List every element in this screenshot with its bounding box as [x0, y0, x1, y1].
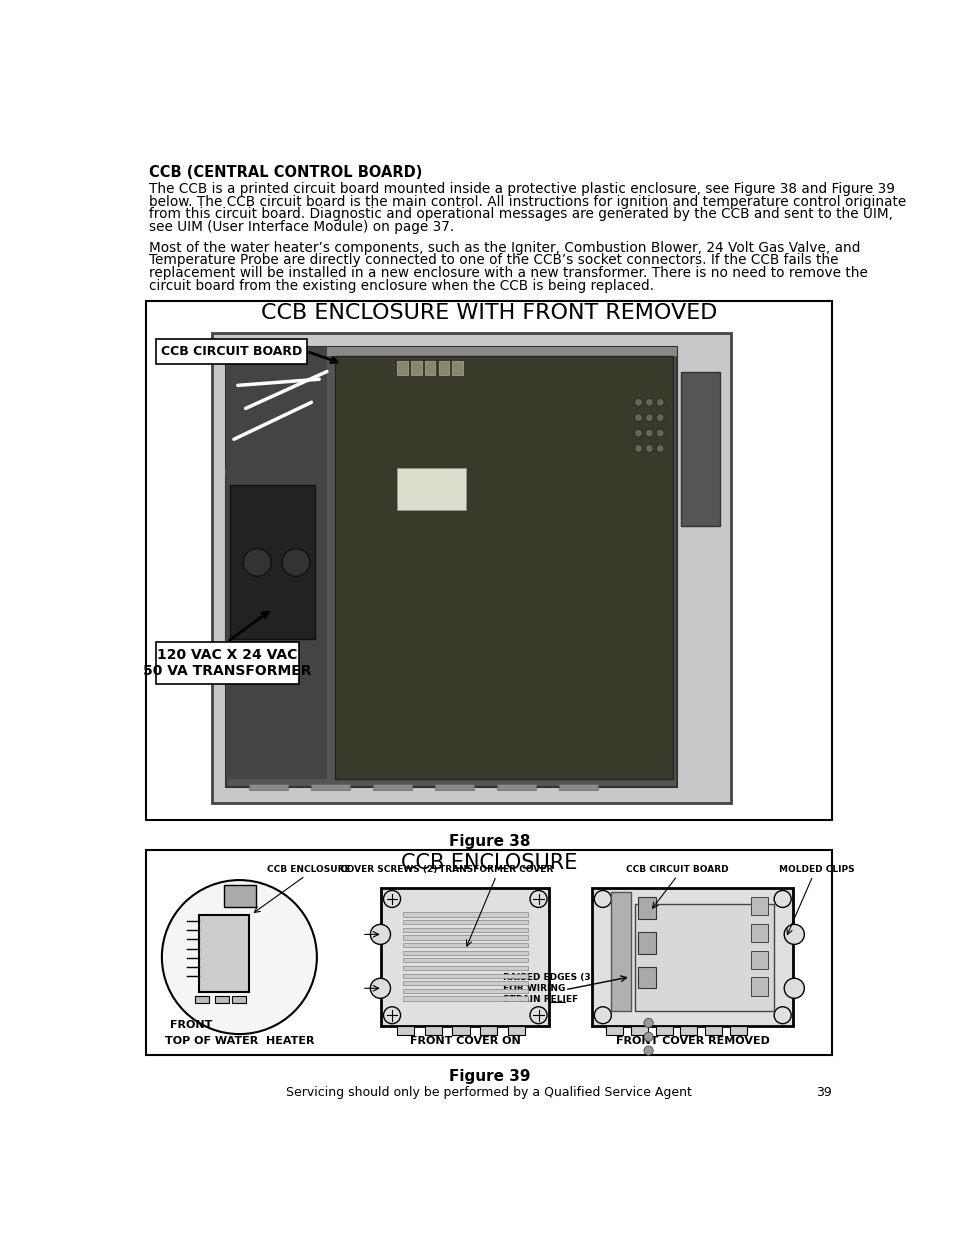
Bar: [638, 898, 655, 919]
Circle shape: [226, 656, 245, 674]
Circle shape: [773, 1007, 790, 1024]
Text: CCB (CENTRAL CONTROL BOARD): CCB (CENTRAL CONTROL BOARD): [149, 165, 421, 180]
Bar: [402, 927, 527, 932]
Text: Figure 39: Figure 39: [448, 1070, 530, 1084]
Text: Most of the water heater’s components, such as the Igniter, Combustion Blower, 2: Most of the water heater’s components, s…: [149, 241, 860, 254]
Bar: [638, 932, 655, 953]
Bar: [592, 888, 793, 1026]
Circle shape: [594, 1007, 611, 1024]
Circle shape: [383, 1007, 400, 1024]
Bar: [224, 885, 256, 906]
Bar: [410, 362, 421, 375]
Bar: [402, 973, 527, 978]
Bar: [679, 1026, 697, 1035]
Bar: [480, 1026, 497, 1035]
Bar: [402, 920, 527, 924]
Bar: [402, 989, 527, 993]
Circle shape: [370, 924, 390, 945]
Text: CCB ENCLOSURE WITH FRONT REMOVED: CCB ENCLOSURE WITH FRONT REMOVED: [261, 303, 717, 324]
Bar: [611, 892, 630, 1010]
Bar: [226, 347, 327, 779]
Bar: [212, 333, 731, 804]
Bar: [729, 1026, 746, 1035]
Bar: [630, 1026, 647, 1035]
Circle shape: [282, 548, 310, 577]
Text: FRONT COVER ON: FRONT COVER ON: [410, 1036, 520, 1046]
Text: RAISED EDGES (3)
FOR WIRING
STRAIN RELIEF: RAISED EDGES (3) FOR WIRING STRAIN RELIE…: [502, 973, 594, 1004]
Bar: [199, 915, 249, 992]
Bar: [396, 1026, 414, 1035]
Bar: [402, 997, 527, 1000]
Bar: [497, 784, 536, 790]
Circle shape: [645, 399, 653, 406]
Bar: [424, 1026, 441, 1035]
Text: CCB ENCLOSURE: CCB ENCLOSURE: [400, 852, 577, 873]
Circle shape: [656, 399, 663, 406]
Bar: [452, 362, 463, 375]
Text: CCB CIRCUIT BOARD: CCB CIRCUIT BOARD: [625, 866, 728, 874]
Text: The CCB is a printed circuit board mounted inside a protective plastic enclosure: The CCB is a printed circuit board mount…: [149, 182, 894, 196]
Bar: [226, 347, 677, 356]
Circle shape: [648, 656, 666, 674]
Bar: [508, 1026, 525, 1035]
Bar: [424, 362, 435, 375]
Bar: [402, 958, 527, 962]
Circle shape: [530, 1007, 546, 1024]
Text: below. The CCB circuit board is the main control. All instructions for ignition : below. The CCB circuit board is the main…: [149, 195, 905, 209]
Bar: [381, 888, 549, 1026]
Bar: [146, 850, 831, 1055]
Bar: [146, 300, 831, 820]
Circle shape: [370, 978, 390, 998]
Bar: [750, 977, 767, 995]
Circle shape: [530, 890, 546, 908]
Bar: [435, 784, 474, 790]
Text: replacement will be installed in a new enclosure with a new transformer. There i: replacement will be installed in a new e…: [149, 266, 866, 280]
Bar: [230, 485, 315, 640]
Bar: [335, 356, 673, 779]
Bar: [402, 935, 527, 940]
Bar: [155, 340, 307, 364]
Bar: [402, 981, 527, 986]
Bar: [311, 784, 350, 790]
Circle shape: [645, 430, 653, 437]
Bar: [558, 784, 598, 790]
Bar: [750, 924, 767, 942]
Circle shape: [383, 890, 400, 908]
Text: from this circuit board. Diagnostic and operational messages are generated by th: from this circuit board. Diagnostic and …: [149, 207, 892, 221]
Text: Servicing should only be performed by a Qualified Service Agent: Servicing should only be performed by a …: [286, 1086, 691, 1099]
Text: MOLDED CLIPS: MOLDED CLIPS: [778, 866, 854, 874]
Text: TOP OF WATER  HEATER: TOP OF WATER HEATER: [165, 1036, 314, 1046]
Circle shape: [773, 890, 790, 908]
Bar: [704, 1026, 721, 1035]
Circle shape: [162, 881, 316, 1034]
Circle shape: [783, 978, 803, 998]
Bar: [195, 995, 209, 1003]
Text: CCB CIRCUIT BOARD: CCB CIRCUIT BOARD: [160, 345, 301, 358]
Circle shape: [634, 430, 641, 437]
Text: CCB ENCLOSURE: CCB ENCLOSURE: [267, 866, 351, 874]
Circle shape: [634, 399, 641, 406]
Bar: [214, 995, 229, 1003]
Circle shape: [645, 414, 653, 421]
Circle shape: [243, 548, 271, 577]
Bar: [634, 904, 773, 1010]
Bar: [452, 1026, 469, 1035]
Bar: [438, 362, 449, 375]
Circle shape: [643, 1019, 653, 1028]
Text: Figure 38: Figure 38: [448, 835, 530, 850]
Text: FRONT COVER REMOVED: FRONT COVER REMOVED: [616, 1036, 769, 1046]
Bar: [402, 966, 527, 969]
Circle shape: [656, 430, 663, 437]
Circle shape: [634, 445, 641, 452]
Text: see UIM (User Interface Module) on page 37.: see UIM (User Interface Module) on page …: [149, 220, 454, 235]
Bar: [402, 951, 527, 955]
Bar: [249, 784, 288, 790]
Bar: [750, 897, 767, 915]
Bar: [402, 944, 527, 947]
Text: 120 VAC X 24 VAC
50 VA TRANSFORMER: 120 VAC X 24 VAC 50 VA TRANSFORMER: [143, 648, 312, 678]
Bar: [605, 1026, 622, 1035]
Bar: [638, 967, 655, 988]
Bar: [155, 642, 298, 684]
Bar: [655, 1026, 672, 1035]
Bar: [396, 468, 466, 510]
